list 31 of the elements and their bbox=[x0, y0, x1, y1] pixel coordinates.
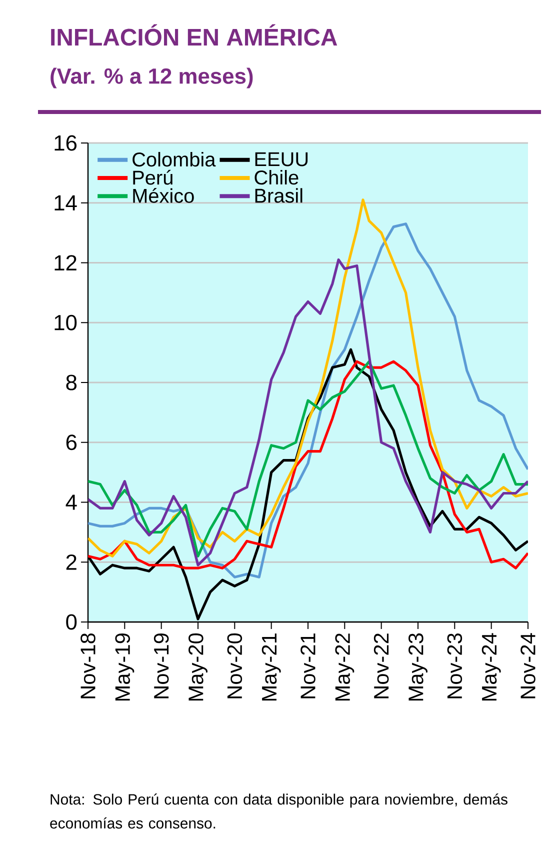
y-tick-label: 8 bbox=[66, 374, 77, 390]
legend-label: Perú bbox=[133, 170, 172, 185]
text: Nota: Solo Perú cuenta con data disponible para noviembre, demás economías es consenso. bbox=[50, 794, 508, 829]
x-tick-label: May-24 bbox=[482, 633, 501, 701]
y-tick-label: 16 bbox=[54, 135, 77, 151]
x-tick-label: Nov-22 bbox=[374, 634, 389, 698]
y-tick-label: 14 bbox=[54, 195, 77, 210]
x-tick-label: May-19 bbox=[115, 634, 134, 701]
x-tick-label: May-22 bbox=[335, 634, 354, 701]
chart-subtitle: (Var. % a 12 meses) bbox=[50, 68, 253, 88]
x-tick-label: Nov-23 bbox=[447, 633, 462, 698]
x-tick-label: Nov-24 bbox=[520, 633, 536, 698]
legend-label: Colombia bbox=[132, 152, 216, 167]
y-tick-label: 4 bbox=[66, 494, 77, 510]
x-tick-label: Nov-19 bbox=[154, 634, 169, 698]
legend-label: Chile bbox=[254, 170, 298, 185]
x-tick-label: May-23 bbox=[408, 633, 428, 701]
y-tick-label: 2 bbox=[66, 554, 76, 570]
y-tick-label: 6 bbox=[66, 434, 77, 450]
y-tick-label: 0 bbox=[66, 614, 77, 630]
x-tick-label: May-21 bbox=[262, 634, 281, 701]
x-tick-label: Nov-20 bbox=[227, 633, 242, 698]
chart-title: INFLACIÓN EN AMÉRICA bbox=[51, 24, 338, 46]
x-tick-label: Nov-21 bbox=[300, 634, 316, 698]
x-tick-label: May-20 bbox=[188, 633, 208, 701]
legend-label: Brasil bbox=[255, 188, 302, 203]
y-tick-label: 12 bbox=[54, 255, 76, 270]
legend-label: México bbox=[133, 188, 194, 203]
x-tick-label: Nov-18 bbox=[80, 633, 96, 698]
legend-label: EEUU bbox=[255, 152, 308, 166]
y-tick-label: 10 bbox=[54, 314, 77, 330]
